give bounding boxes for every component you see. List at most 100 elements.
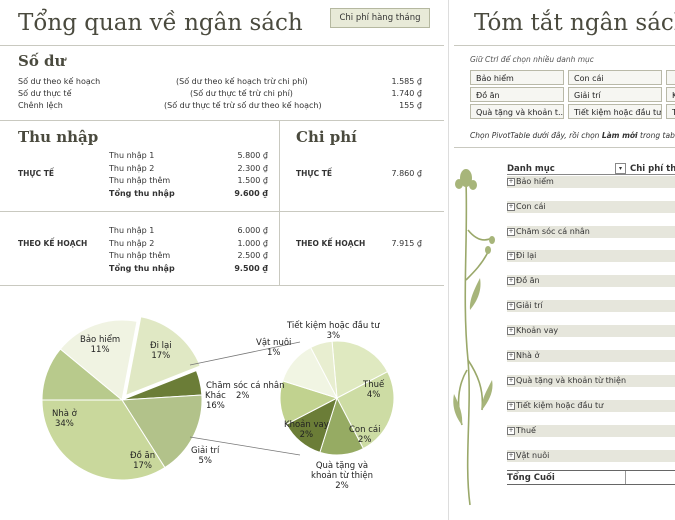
other-expense-pie — [279, 340, 395, 456]
divider — [0, 120, 444, 121]
expand-icon[interactable]: + — [507, 177, 515, 186]
expand-icon[interactable]: + — [507, 426, 515, 435]
pie-slice — [331, 340, 389, 399]
slicer-hint: Giữ Ctrl để chọn nhiều danh mục — [470, 55, 594, 64]
panel-divider — [448, 0, 449, 520]
expand-icon[interactable]: + — [507, 251, 515, 260]
expand-icon[interactable]: + — [507, 351, 515, 360]
income-total-value: 9.600 ₫ — [234, 189, 268, 198]
expand-icon[interactable]: + — [507, 451, 515, 460]
pie-label: Chăm sóc cá nhân — [206, 381, 285, 391]
expand-icon[interactable]: + — [507, 401, 515, 410]
pie-slice — [336, 371, 395, 450]
slicer-item[interactable]: Đồ ăn — [470, 87, 564, 102]
summary-title: Tóm tắt ngân sách — [474, 10, 675, 36]
expense-actual-label: THỰC TẾ — [296, 169, 333, 178]
slicer-item[interactable]: Con cái — [568, 70, 662, 85]
pie-label: Bảo hiểm 11% — [80, 335, 121, 355]
income-total-value: 9.500 ₫ — [234, 264, 268, 273]
pivot-row[interactable]: + Con cái — [507, 201, 675, 213]
pivot-row[interactable]: + Chăm sóc cá nhân — [507, 226, 675, 238]
income-total-label: Tổng thu nhập — [109, 189, 175, 198]
income-item-value: 5.800 ₫ — [237, 151, 268, 160]
income-total-label: Tổng thu nhập — [109, 264, 175, 273]
balance-value: 155 ₫ — [399, 101, 422, 110]
balance-formula: (Số dư theo kế hoạch trừ chi phí) — [176, 77, 308, 86]
expand-icon[interactable]: + — [507, 202, 515, 211]
expand-icon[interactable]: + — [507, 301, 515, 310]
pivot-hint: Chọn PivotTable dưới đây, rồi chọn Làm m… — [470, 131, 675, 140]
pivot-row[interactable]: + Quà tặng và khoản từ thiện — [507, 375, 675, 387]
pie-label: Khoản vay 2% — [284, 420, 329, 440]
pie-slice — [41, 399, 166, 481]
balance-label: Chênh lệch — [18, 101, 63, 110]
filter-dropdown-icon[interactable]: ▾ — [615, 163, 626, 174]
pie-label: Tiết kiệm hoặc đầu tư 3% — [287, 321, 380, 341]
pivot-row[interactable]: + Thuế — [507, 425, 675, 437]
pie-label: Giải trí 5% — [191, 446, 220, 466]
pie-label: Con cái 2% — [349, 425, 381, 445]
pivot-row[interactable]: + Bảo hiểm — [507, 176, 675, 188]
income-item-label: Thu nhập 1 — [109, 151, 155, 160]
divider — [507, 470, 675, 471]
pie-label: Đi lại 17% — [150, 341, 172, 361]
balance-value: 1.585 ₫ — [391, 77, 422, 86]
pivot-row[interactable]: + Tiết kiệm hoặc đầu tư — [507, 400, 675, 412]
slicer-item[interactable]: Quà tặng và khoản t... — [470, 104, 564, 119]
divider — [0, 285, 444, 286]
overview-title: Tổng quan về ngân sách — [18, 10, 303, 36]
divider — [507, 174, 675, 175]
income-actual-label: THỰC TẾ — [18, 169, 55, 178]
slicer-item[interactable] — [666, 70, 675, 85]
pie-label: Đồ ăn 17% — [130, 451, 156, 471]
income-planned-label: THEO KẾ HOẠCH — [18, 239, 88, 248]
income-heading: Thu nhập — [18, 128, 99, 146]
pie-label: Vật nuôi 1% — [256, 338, 292, 358]
expense-planned-value: 7.915 ₫ — [391, 239, 422, 248]
income-item-value: 1.500 ₫ — [237, 176, 268, 185]
slicer-item[interactable]: Tiết kiệm hoặc đầu tư — [568, 104, 662, 119]
pivot-row[interactable]: + Đồ ăn — [507, 275, 675, 287]
expense-heading: Chi phí — [296, 128, 357, 146]
pivot-row[interactable]: + Nhà ở — [507, 350, 675, 362]
pie-label: 2% — [236, 391, 250, 401]
balance-value: 1.740 ₫ — [391, 89, 422, 98]
income-item-value: 6.000 ₫ — [237, 226, 268, 235]
balance-formula: (Số dư thực tế trừ số dư theo kế hoạch) — [164, 101, 322, 110]
pivot-row[interactable]: + Giải trí — [507, 300, 675, 312]
divider — [625, 471, 626, 484]
monthly-expense-button[interactable]: Chi phí hàng tháng — [330, 8, 430, 28]
divider — [507, 484, 675, 485]
pivot-row[interactable]: + Đi lại — [507, 250, 675, 262]
expense-pie-charts — [41, 316, 395, 481]
connector-line — [189, 436, 301, 456]
slicer-item[interactable]: T — [666, 104, 675, 119]
pivot-header-category: Danh mục — [507, 164, 555, 174]
slicer-item[interactable]: Bảo hiểm — [470, 70, 564, 85]
expense-planned-label: THEO KẾ HOẠCH — [296, 239, 366, 248]
balance-label: Số dư theo kế hoạch — [18, 77, 101, 86]
balance-label: Số dư thực tế — [18, 89, 72, 98]
expand-icon[interactable]: + — [507, 376, 515, 385]
pie-label: Nhà ở 34% — [52, 409, 77, 429]
pivot-total-label: Tổng Cuối — [507, 473, 555, 483]
income-item-label: Thu nhập 2 — [109, 164, 155, 173]
pivot-row[interactable]: + Vật nuôi — [507, 450, 675, 462]
divider — [454, 45, 675, 46]
expand-icon[interactable]: + — [507, 276, 515, 285]
divider — [0, 45, 444, 46]
pivot-row[interactable]: + Khoản vay — [507, 325, 675, 337]
expand-icon[interactable]: + — [507, 326, 515, 335]
pie-slice — [125, 316, 201, 397]
pie-slice — [310, 340, 338, 399]
pie-label: Thuế 4% — [363, 380, 385, 400]
income-item-value: 1.000 ₫ — [237, 239, 268, 248]
divider — [454, 147, 675, 148]
slicer-item[interactable]: Kh — [666, 87, 675, 102]
income-item-label: Thu nhập thêm — [109, 251, 171, 260]
balance-formula: (Số dư thực tế trừ chi phí) — [190, 89, 293, 98]
main-expense-pie — [41, 316, 203, 481]
income-item-label: Thu nhập thêm — [109, 176, 171, 185]
expand-icon[interactable]: + — [507, 227, 515, 236]
slicer-item[interactable]: Giải trí — [568, 87, 662, 102]
